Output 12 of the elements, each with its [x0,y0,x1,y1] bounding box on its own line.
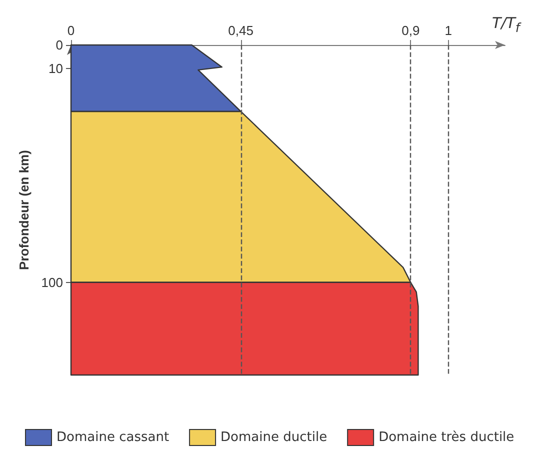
x-tick-label: 1 [444,23,452,38]
y-tick-label: 0 [56,38,63,52]
x-tick-label: 0,45 [228,23,254,38]
x-axis-title: T/T$_{f}$ [492,14,520,35]
legend-label: Domaine cassant [56,430,170,445]
legend-label: Domaine très ductile [378,430,514,445]
x-tick-label: 0 [67,23,75,38]
x-tick-label: 0,9 [402,23,420,38]
y-tick-label: 10 [48,61,63,76]
y-axis-title: Profondeur (en km) [16,150,32,270]
y-tick-label: 100 [41,274,63,290]
legend-label: Domaine ductile [220,430,328,445]
